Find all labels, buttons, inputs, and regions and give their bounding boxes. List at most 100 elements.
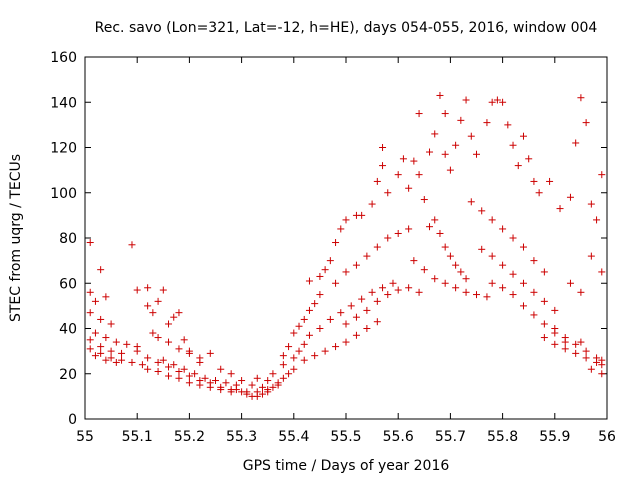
data-point — [170, 313, 178, 321]
data-point — [175, 367, 183, 375]
data-point — [509, 141, 517, 149]
x-tick-label: 55.3 — [226, 429, 257, 445]
data-point — [582, 119, 590, 127]
data-point — [368, 200, 376, 208]
data-point — [566, 193, 574, 201]
data-point — [295, 347, 303, 355]
data-point — [540, 334, 548, 342]
data-point — [582, 354, 590, 362]
data-point — [102, 293, 110, 301]
data-point — [384, 291, 392, 299]
data-point — [128, 241, 136, 249]
data-point — [363, 252, 371, 260]
data-point — [342, 320, 350, 328]
data-point — [337, 225, 345, 233]
data-point — [467, 198, 475, 206]
data-point — [107, 354, 115, 362]
data-point — [519, 279, 527, 287]
data-point — [144, 365, 152, 373]
data-point — [97, 315, 105, 323]
data-point — [248, 381, 256, 389]
x-tick-label: 55.9 — [539, 429, 570, 445]
x-tick-label: 55.8 — [487, 429, 518, 445]
data-point — [441, 150, 449, 158]
data-point — [379, 144, 387, 151]
data-point — [373, 297, 381, 305]
data-point — [279, 374, 287, 382]
data-point — [462, 275, 470, 283]
data-point — [222, 379, 230, 387]
data-point — [415, 110, 423, 118]
data-point — [91, 297, 99, 305]
data-point — [227, 370, 235, 378]
data-point — [86, 345, 94, 353]
data-point — [295, 322, 303, 330]
x-tick-label: 55.7 — [435, 429, 466, 445]
data-point — [535, 189, 543, 197]
data-point — [332, 239, 340, 247]
data-point — [159, 356, 167, 364]
data-point — [405, 225, 413, 233]
data-point — [258, 390, 266, 398]
data-point — [112, 338, 120, 346]
data-point — [572, 340, 580, 348]
data-point — [185, 379, 193, 387]
data-point — [165, 372, 173, 380]
data-point — [415, 171, 423, 179]
data-point — [410, 257, 418, 265]
y-tick-label: 40 — [59, 322, 77, 338]
data-point — [258, 383, 266, 391]
data-point — [86, 336, 94, 344]
data-point — [519, 302, 527, 310]
data-point — [598, 171, 606, 179]
data-point — [457, 268, 465, 276]
data-point — [144, 302, 152, 310]
data-point — [217, 365, 225, 373]
data-point — [446, 252, 454, 260]
data-point — [347, 302, 355, 310]
data-point — [316, 325, 324, 332]
data-point — [112, 358, 120, 366]
data-point — [128, 358, 136, 366]
data-point — [97, 349, 105, 357]
data-point — [598, 356, 606, 364]
data-point — [175, 345, 183, 353]
x-tick-label: 55.4 — [278, 429, 309, 445]
chart-title: Rec. savo (Lon=321, Lat=-12, h=HE), days… — [95, 20, 598, 36]
y-tick-label: 0 — [68, 412, 77, 428]
data-point — [415, 288, 423, 296]
data-point — [551, 306, 559, 314]
data-point — [212, 377, 219, 385]
data-point — [321, 347, 329, 355]
data-point — [368, 288, 376, 296]
data-point — [185, 347, 193, 355]
data-point — [436, 229, 444, 237]
data-point — [118, 356, 126, 364]
data-point — [514, 162, 522, 170]
data-point — [363, 306, 371, 314]
data-point — [290, 365, 298, 373]
data-point — [394, 229, 402, 237]
data-point — [269, 383, 277, 391]
data-point — [154, 358, 162, 366]
data-points — [86, 91, 606, 400]
y-tick-label: 60 — [59, 276, 77, 292]
x-tick-label: 55 — [76, 429, 94, 445]
data-point — [473, 291, 480, 299]
data-point — [159, 286, 167, 294]
data-point — [441, 279, 449, 287]
data-point — [311, 352, 319, 360]
data-point — [593, 358, 601, 366]
data-point — [180, 336, 188, 344]
data-point — [540, 320, 548, 328]
y-tick-label: 100 — [50, 186, 77, 202]
data-point — [405, 284, 413, 292]
data-point — [358, 211, 366, 219]
data-point — [342, 216, 350, 224]
data-point — [426, 148, 434, 156]
data-point — [285, 343, 293, 351]
data-point — [144, 284, 152, 292]
data-point — [431, 130, 439, 138]
axis-ticks: 55 55.1 55.2 55.3 55.4 55.5 55.6 55.7 55.8 55.9 56… — [50, 50, 616, 445]
data-point — [300, 356, 308, 364]
